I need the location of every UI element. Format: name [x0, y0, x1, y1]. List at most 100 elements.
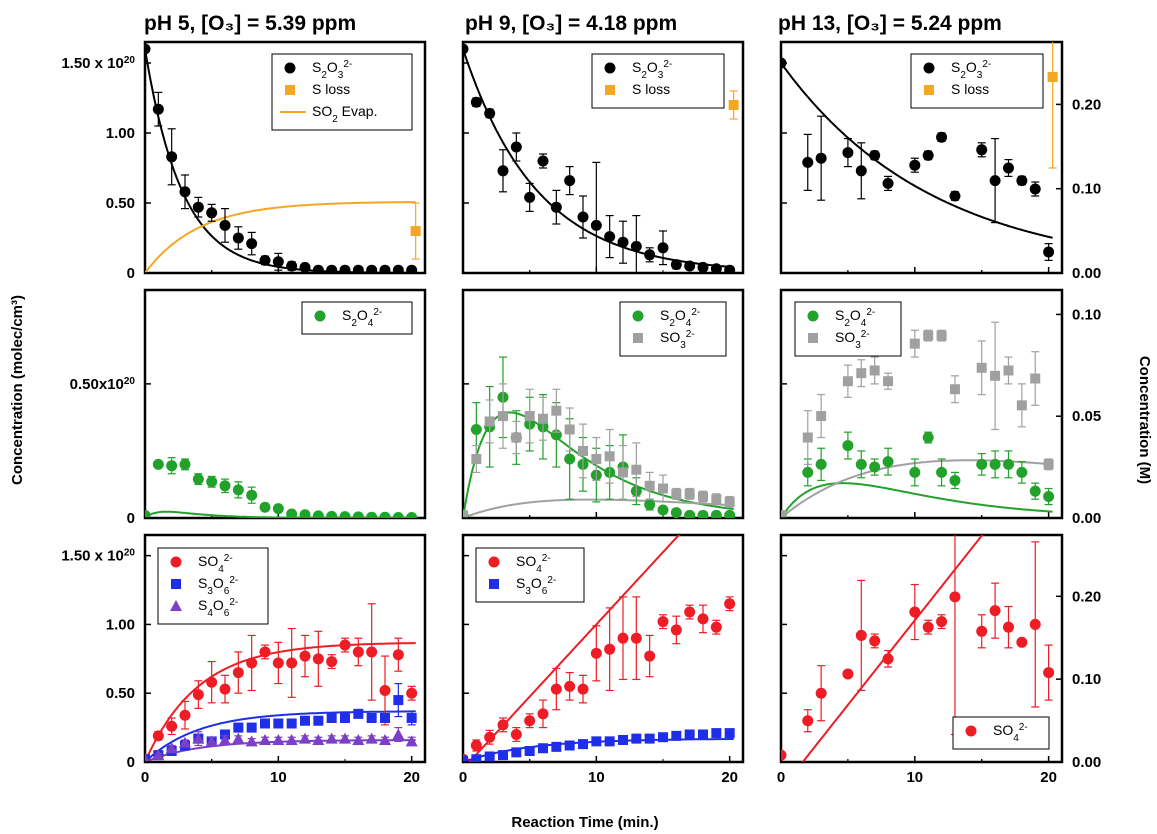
data-point [990, 370, 1001, 381]
data-point [152, 103, 164, 115]
data-point [670, 507, 682, 518]
x-axis-label: Reaction Time (min.) [511, 814, 658, 831]
data-point [379, 264, 391, 273]
data-point [657, 242, 669, 254]
data-point [842, 147, 854, 159]
x-tick-label: 0 [459, 769, 467, 786]
y-tick-label: 1.00 [106, 125, 135, 142]
data-point [936, 616, 948, 628]
data-point [246, 489, 258, 501]
x-tick-label: 20 [721, 769, 738, 786]
series [145, 457, 418, 518]
data-point [936, 466, 948, 478]
right-y-tick-label: 0.00 [1072, 265, 1101, 282]
data-point [312, 510, 324, 518]
legend-marker [808, 333, 818, 343]
data-point [577, 683, 589, 695]
data-point [339, 264, 351, 273]
data-point [379, 511, 391, 518]
data-point [869, 461, 881, 473]
data-point [882, 653, 894, 665]
data-point [657, 504, 669, 516]
data-point [551, 405, 562, 416]
y-tick-label: 0 [127, 754, 135, 771]
legend-marker [171, 579, 181, 589]
data-point [630, 240, 642, 252]
legend-marker [170, 556, 182, 568]
data-point [644, 733, 655, 744]
data-point [617, 236, 629, 248]
data-point [1029, 485, 1041, 497]
data-point [232, 484, 244, 496]
data-point [578, 739, 588, 750]
data-point [339, 511, 351, 518]
fit-curve [801, 535, 984, 762]
legend-marker [632, 310, 644, 322]
legend: S2O32-S loss [910, 53, 1044, 109]
panel-r3c1: 0 10 20 1.50 x 1020 1.00 0.50 0 SO42-S3O62-S4O6… [61, 533, 427, 786]
data-point [299, 509, 311, 518]
data-point [936, 330, 947, 341]
data-point [366, 511, 378, 518]
data-point [511, 747, 522, 758]
data-point [484, 416, 495, 427]
data-point [976, 625, 988, 637]
data-point [564, 740, 575, 751]
data-point [658, 483, 668, 494]
data-point [909, 159, 921, 171]
data-point [869, 635, 881, 647]
data-point [1030, 373, 1041, 384]
legend-label: SO2 Evap. [312, 103, 378, 125]
data-point [366, 264, 378, 273]
series [145, 43, 421, 273]
legend: S2O42-SO32- [619, 301, 727, 357]
data-point [246, 657, 258, 669]
y-axis-label-left: Concentration (molec/cm³) [9, 295, 26, 485]
data-point [259, 646, 271, 658]
right-y-tick-label: 0.10 [1072, 306, 1101, 323]
data-point [406, 687, 418, 699]
data-point [410, 226, 421, 236]
data-point [145, 43, 151, 55]
panel-frame [779, 288, 1064, 520]
legend-label: SO42- [993, 722, 1028, 744]
data-point [272, 503, 284, 515]
fit-curve [145, 710, 416, 762]
data-point [564, 175, 576, 187]
legend-marker [285, 85, 295, 95]
data-point [206, 476, 218, 488]
data-point [842, 376, 853, 387]
data-point [698, 729, 708, 740]
data-point [313, 715, 324, 726]
legend-label: S2O42- [342, 307, 382, 329]
data-point [842, 668, 854, 680]
data-point [259, 254, 271, 266]
data-point [260, 718, 270, 729]
data-point [538, 743, 548, 754]
series [781, 535, 1055, 761]
data-point [631, 464, 642, 475]
legend-label: S2O32- [951, 59, 991, 81]
series [463, 596, 736, 762]
data-point [909, 466, 921, 478]
title-ph9: pH 9, [O₃] = 4.18 ppm [465, 12, 677, 35]
data-point [339, 639, 351, 651]
data-point [923, 330, 934, 341]
legend-marker [604, 62, 616, 74]
legend-label: S3O62- [198, 575, 238, 597]
data-point [352, 511, 364, 518]
data-point [285, 733, 298, 745]
data-point [497, 165, 509, 177]
data-point [393, 695, 404, 706]
data-point [326, 656, 338, 668]
data-point [325, 732, 338, 744]
data-point [299, 732, 311, 744]
series [781, 321, 1055, 518]
y-tick-label: 1.00 [106, 616, 135, 633]
right-y-tick-label: 0.20 [1072, 588, 1101, 605]
data-point [618, 734, 628, 745]
data-point [379, 684, 391, 696]
legend-label: SO42- [516, 553, 551, 575]
data-point [802, 466, 814, 478]
data-point [206, 676, 218, 688]
